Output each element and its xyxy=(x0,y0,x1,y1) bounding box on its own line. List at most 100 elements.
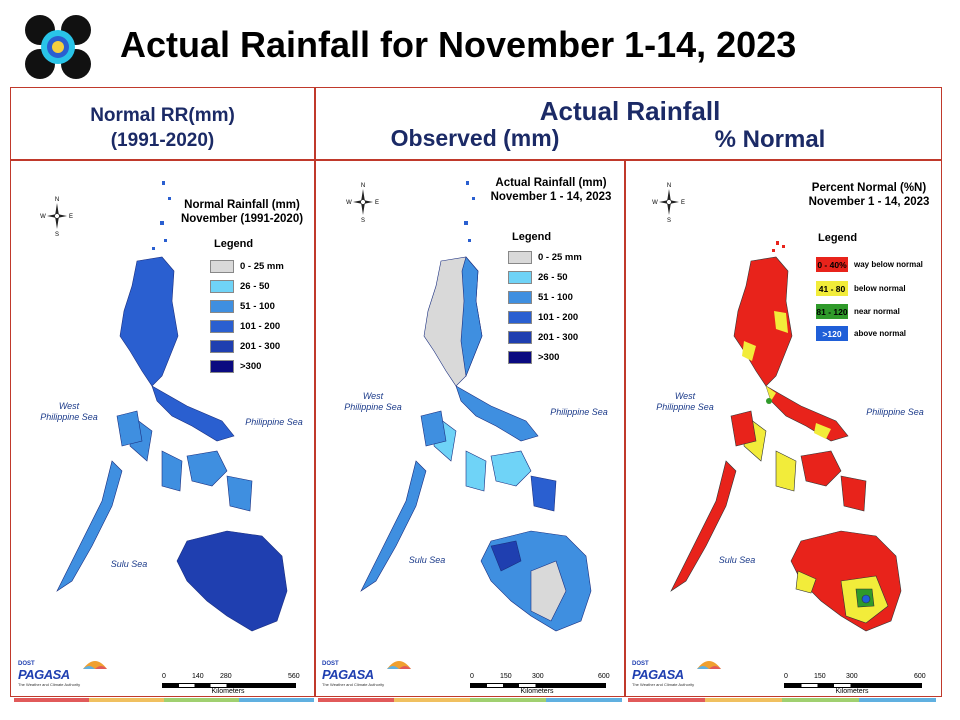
map-observed xyxy=(360,181,592,632)
svg-text:E: E xyxy=(375,200,379,206)
compass-rose-icon: N S W E xyxy=(40,197,73,237)
west-sea-line2: Philippine Sea xyxy=(656,402,714,412)
legend-label: below normal xyxy=(854,284,906,293)
scale-tick: 140 xyxy=(192,673,204,680)
luzon-island xyxy=(119,256,235,442)
pagasa-brand: DOST PAGASA The Weather and Climate Auth… xyxy=(18,661,80,687)
svg-text:W: W xyxy=(346,200,352,206)
legend-row-4: >120 above normal xyxy=(816,326,906,341)
scale-tick: 300 xyxy=(532,673,544,680)
mindanao-island xyxy=(480,530,592,632)
northern-islets xyxy=(464,181,475,242)
scale-tick: 150 xyxy=(814,673,826,680)
legend-row-4: 101 - 200 xyxy=(210,319,280,334)
content-frame xyxy=(10,87,942,697)
pagasa-logo xyxy=(22,12,94,82)
legend-label: 26 - 50 xyxy=(538,272,568,283)
legend-swatch xyxy=(508,351,532,364)
visayas-islands xyxy=(743,415,867,512)
scale-tick: 600 xyxy=(598,673,610,680)
legend-code: 41 - 80 xyxy=(816,281,848,296)
legend-label: 26 - 50 xyxy=(240,281,270,292)
map-title: Percent Normal (%N) November 1 - 14, 202… xyxy=(804,181,934,209)
legend-label: 0 - 25 mm xyxy=(240,261,284,272)
scale-tick: 600 xyxy=(914,673,926,680)
west-sea-line2: Philippine Sea xyxy=(40,412,98,422)
svg-text:S: S xyxy=(361,218,365,223)
legend-title: Legend xyxy=(818,232,858,244)
scale-tick: 0 xyxy=(470,673,474,680)
legend-row-3: 51 - 100 xyxy=(210,299,275,314)
legend-label: near normal xyxy=(854,307,900,316)
header-divider xyxy=(10,159,942,161)
scale-unit: Kilometers xyxy=(520,688,554,695)
color-strip xyxy=(14,698,314,702)
legend-label: above normal xyxy=(854,329,907,338)
svg-text:S: S xyxy=(55,232,59,237)
legend-swatch xyxy=(210,360,234,373)
legend-label: 201 - 300 xyxy=(538,332,579,343)
panel-observed: Actual Rainfall (mm) November 1 - 14, 20… xyxy=(316,161,622,695)
scale-unit: Kilometers xyxy=(835,688,869,695)
legend-row-1: 0 - 25 mm xyxy=(508,250,582,265)
legend-row-2: 26 - 50 xyxy=(210,279,270,294)
brand-pagasa: PAGASA xyxy=(632,667,684,682)
legend-label: 101 - 200 xyxy=(538,312,579,323)
legend-swatch xyxy=(508,311,532,324)
brand-tagline: The Weather and Climate Authority xyxy=(322,682,385,687)
brand-tagline: The Weather and Climate Authority xyxy=(632,682,695,687)
legend-row-2: 41 - 80 below normal xyxy=(816,281,906,296)
compass-rose-icon: N S W E xyxy=(346,183,379,223)
svg-text:E: E xyxy=(681,200,685,206)
scale-bar: 0 150 300 600 Kilometers xyxy=(784,673,930,695)
mindanao-island xyxy=(176,530,288,632)
legend-code: 81 - 120 xyxy=(816,304,848,319)
scale-tick: 300 xyxy=(846,673,858,680)
legend-swatch xyxy=(210,340,234,353)
northern-islets xyxy=(772,241,785,252)
divider-1 xyxy=(314,87,316,697)
scale-tick: 0 xyxy=(784,673,788,680)
panel-percent-normal: Percent Normal (%N) November 1 - 14, 202… xyxy=(626,161,940,695)
legend-row-2: 26 - 50 xyxy=(508,270,568,285)
sulu-sea-label: Sulu Sea xyxy=(110,559,148,569)
west-philippine-sea-label: West Philippine Sea xyxy=(34,401,104,423)
west-sea-line1: West xyxy=(58,401,80,411)
scale-tick: 150 xyxy=(500,673,512,680)
west-philippine-sea-label: West Philippine Sea xyxy=(650,391,720,413)
legend-row-5: 201 - 300 xyxy=(508,330,578,345)
brand-pagasa: PAGASA xyxy=(18,667,70,682)
legend-title: Legend xyxy=(512,231,552,243)
legend-label: 51 - 100 xyxy=(538,292,573,303)
legend-label: 51 - 100 xyxy=(240,301,275,312)
color-strip xyxy=(318,698,622,702)
map-title: Actual Rainfall (mm) November 1 - 14, 20… xyxy=(486,176,616,204)
map-percent-normal xyxy=(670,241,902,632)
normal-header-line2: (1991-2020) xyxy=(110,130,215,151)
philippine-sea-label: Philippine Sea xyxy=(866,407,924,417)
mindoro-palawan xyxy=(56,410,143,592)
divider-2 xyxy=(624,160,626,697)
normal-header-line1: Normal RR(mm) xyxy=(90,105,235,126)
umbrella-icon xyxy=(697,661,721,669)
legend-row-1: 0 - 25 mm xyxy=(210,259,284,274)
panel-normal: Normal Rainfall (mm) November (1991-2020… xyxy=(12,161,314,695)
legend-label: >300 xyxy=(240,361,262,372)
legend-code: >120 xyxy=(816,326,848,341)
scale-bar: 0 140 280 560 Kilometers xyxy=(162,673,302,695)
map-title-line1: Percent Normal (%N) xyxy=(811,182,927,194)
brand-dost: DOST xyxy=(322,661,339,667)
legend-code: 0 - 40% xyxy=(816,257,848,272)
svg-text:W: W xyxy=(40,214,46,220)
pagasa-brand: DOST PAGASA The Weather and Climate Auth… xyxy=(322,661,384,687)
scale-tick: 560 xyxy=(288,673,300,680)
pagasa-brand: DOST PAGASA The Weather and Climate Auth… xyxy=(632,661,694,687)
map-title-line1: Actual Rainfall (mm) xyxy=(495,177,607,189)
umbrella-icon xyxy=(387,661,411,669)
legend-row-3: 51 - 100 xyxy=(508,290,573,305)
map-normal xyxy=(56,181,288,632)
legend-label: >300 xyxy=(538,352,560,363)
sulu-sea-label: Sulu Sea xyxy=(718,555,756,565)
svg-text:W: W xyxy=(652,200,658,206)
map-title-line1: Normal Rainfall (mm) xyxy=(184,199,300,211)
